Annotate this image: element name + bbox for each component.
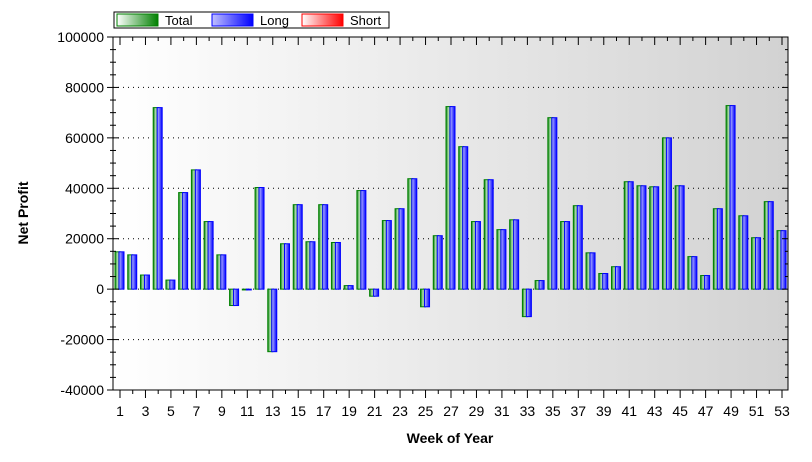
x-tick-label: 7: [192, 403, 200, 419]
long-bar: [258, 187, 265, 290]
long-bar: [716, 208, 723, 290]
long-bar: [589, 252, 596, 290]
x-tick-label: 29: [469, 403, 485, 419]
x-tick-label: 23: [392, 403, 408, 419]
long-bar: [525, 288, 532, 318]
long-bar: [271, 288, 278, 353]
long-bar: [767, 201, 774, 290]
long-bar: [462, 146, 469, 290]
long-bar: [729, 105, 736, 290]
long-bar: [118, 251, 125, 290]
x-axis-label: Week of Year: [407, 430, 494, 446]
long-bar: [551, 117, 558, 290]
long-bar: [156, 107, 163, 290]
y-tick-label: 80000: [65, 79, 104, 95]
long-bar: [309, 241, 316, 290]
long-bar: [233, 288, 240, 307]
long-bar: [334, 241, 341, 290]
y-tick-label: -20000: [60, 332, 104, 348]
y-tick-label: 40000: [65, 180, 104, 196]
x-tick-label: 41: [621, 403, 637, 419]
long-bar: [398, 208, 405, 290]
x-tick-label: 13: [265, 403, 281, 419]
x-tick-label: 19: [341, 403, 357, 419]
x-tick-label: 53: [774, 403, 790, 419]
long-bar: [245, 288, 252, 291]
long-bar: [691, 256, 698, 290]
x-tick-label: 3: [142, 403, 150, 419]
x-tick-label: 37: [571, 403, 587, 419]
long-bar: [220, 254, 227, 290]
long-bar: [424, 288, 431, 308]
long-bar: [373, 288, 380, 297]
long-bar: [296, 204, 303, 290]
x-tick-label: 47: [698, 403, 714, 419]
long-bar: [322, 204, 329, 290]
legend-label-long: Long: [260, 13, 289, 28]
long-bar: [169, 279, 176, 290]
long-bar: [143, 274, 150, 290]
legend-swatch-total: [116, 13, 159, 27]
y-tick-label: 60000: [65, 130, 104, 146]
long-bar: [284, 243, 290, 290]
long-bar: [653, 186, 660, 290]
legend-swatch-short: [301, 13, 344, 27]
long-bar: [665, 137, 672, 290]
x-tick-label: 45: [672, 403, 688, 419]
long-bar: [360, 190, 367, 290]
long-bar: [780, 230, 787, 290]
x-tick-label: 15: [290, 403, 306, 419]
long-bar: [615, 266, 621, 290]
long-bar: [449, 106, 456, 290]
long-bar: [436, 235, 443, 290]
y-tick-label: 100000: [57, 29, 104, 45]
long-bar: [347, 285, 354, 290]
x-tick-label: 17: [316, 403, 332, 419]
long-bar: [131, 254, 138, 290]
x-tick-label: 43: [647, 403, 663, 419]
x-tick-label: 1: [116, 403, 124, 419]
x-tick-label: 27: [443, 403, 459, 419]
long-bar: [704, 275, 711, 290]
x-tick-label: 33: [520, 403, 536, 419]
x-tick-label: 35: [545, 403, 561, 419]
long-bar: [500, 229, 507, 290]
long-bar: [602, 273, 609, 290]
long-bar: [182, 192, 189, 290]
long-bar: [564, 221, 571, 290]
y-axis-label: Net Profit: [15, 181, 31, 244]
y-tick-label: -40000: [60, 382, 104, 398]
long-bar: [640, 185, 647, 290]
y-tick-label: 20000: [65, 231, 104, 247]
long-bar: [678, 185, 685, 290]
long-bar: [576, 205, 583, 290]
long-bar: [487, 179, 494, 290]
long-bar: [194, 169, 201, 290]
x-tick-label: 21: [367, 403, 383, 419]
plot-border: [112, 36, 789, 391]
legend: Total Long Short: [113, 11, 390, 29]
long-bar: [474, 221, 481, 290]
x-tick-label: 9: [218, 403, 226, 419]
x-tick-label: 31: [494, 403, 510, 419]
y-tick-label: 0: [96, 281, 104, 297]
long-bar: [538, 280, 545, 290]
x-tick-label: 5: [167, 403, 175, 419]
long-bar: [411, 178, 418, 290]
long-bar: [513, 219, 520, 290]
long-bar: [385, 220, 392, 290]
legend-swatch-long: [211, 13, 254, 27]
legend-label-short: Short: [350, 13, 381, 28]
x-tick-label: 49: [723, 403, 739, 419]
long-bar: [742, 215, 749, 290]
x-tick-label: 25: [418, 403, 434, 419]
long-bar: [627, 181, 634, 290]
long-bar: [207, 221, 214, 290]
x-tick-label: 51: [749, 403, 765, 419]
x-tick-label: 39: [596, 403, 612, 419]
x-tick-label: 11: [240, 403, 255, 419]
long-bar: [755, 237, 762, 290]
legend-label-total: Total: [165, 13, 193, 28]
